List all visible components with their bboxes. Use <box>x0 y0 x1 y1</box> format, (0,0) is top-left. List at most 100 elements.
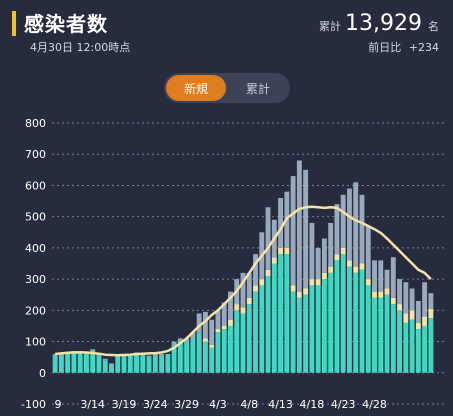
total-unit: 名 <box>428 20 439 33</box>
bar-segment-teal <box>303 294 309 373</box>
bar-segment-teal <box>96 355 102 373</box>
bar-segment-gray <box>253 254 258 286</box>
bar-segment-gray <box>365 226 371 280</box>
bar-segment-gray <box>184 338 190 342</box>
bar-segment-yellow <box>359 263 365 270</box>
tab-new-cases[interactable]: 新規 <box>166 75 226 101</box>
x-tick-label: 4/23 <box>331 398 356 411</box>
bar-segment-teal <box>253 291 258 373</box>
bar-segment-teal <box>309 285 315 373</box>
bar-segment-yellow <box>422 316 428 326</box>
tab-cumulative[interactable]: 累計 <box>245 81 270 96</box>
bar-segment-gray <box>240 272 246 308</box>
bar-segment-yellow <box>259 279 265 286</box>
x-tick-label: 4/3 <box>209 398 227 411</box>
cases-chart: -100 0 100 200 300 400 500 600 700 800 9 3/14 3/19 3/… <box>21 117 446 411</box>
bar-segment-teal <box>290 291 296 373</box>
bar-segment-gray <box>52 354 58 356</box>
x-tick-label: 4/8 <box>240 398 258 411</box>
bar-segment-yellow <box>409 310 415 320</box>
bar-segment-yellow <box>303 288 309 295</box>
bar-segment-gray <box>315 247 321 280</box>
bar-segment-gray <box>121 355 127 358</box>
bar-segment-teal <box>127 355 133 373</box>
bar-segment-gray <box>378 260 384 292</box>
bar-segment-yellow <box>265 269 271 276</box>
bar-segment-teal <box>259 285 265 373</box>
bar-segment-teal <box>165 354 171 373</box>
bar-segment-gray <box>228 291 233 320</box>
page-title: 感染者数 <box>24 12 108 36</box>
bar-segment-yellow <box>372 291 377 298</box>
bar-segment-yellow <box>328 266 334 273</box>
bar-segment-yellow <box>246 297 252 305</box>
bar-segment-gray <box>290 176 296 286</box>
x-tick-label: 3/19 <box>112 398 137 411</box>
bar-segment-gray <box>397 279 402 305</box>
bar-segment-teal <box>428 318 434 373</box>
y-tick-label: 100 <box>25 336 46 349</box>
y-tick-label: 800 <box>25 117 46 130</box>
bar-segment-gray <box>221 302 227 326</box>
bar-segment-teal <box>159 355 165 373</box>
bar-segment-yellow <box>290 285 296 292</box>
x-tick-label: 4/28 <box>362 398 387 411</box>
bar-segment-teal <box>146 357 152 373</box>
x-tick-label: 4/18 <box>300 398 325 411</box>
bar-segment-teal <box>422 325 428 373</box>
bar-segment-teal <box>58 355 64 373</box>
x-tick-label: 9 <box>55 398 62 411</box>
bar-segment-gray <box>384 269 390 289</box>
bar-segment-teal <box>115 355 121 373</box>
bar-segment-gray <box>340 194 346 248</box>
bar-segment-teal <box>184 341 190 373</box>
y-tick-label: 0 <box>39 367 46 380</box>
bar-segment-gray <box>296 160 302 292</box>
bar-segment-teal <box>265 275 271 373</box>
bar-segment-teal <box>140 355 146 373</box>
bar-segment-teal <box>390 304 396 373</box>
bar-segment-gray <box>334 204 340 255</box>
bar-segment-yellow <box>209 344 215 348</box>
bar-segment-yellow <box>390 297 396 305</box>
bar-segment-yellow <box>215 329 221 333</box>
bar-segment-teal <box>234 310 240 373</box>
bar-segment-yellow <box>340 247 346 255</box>
bar-segment-gray <box>415 300 421 323</box>
y-tick-label: 700 <box>25 148 46 161</box>
y-tick-label: 400 <box>25 242 46 255</box>
day-over-day: 前日比 +234 <box>364 39 439 55</box>
y-tick-label: 300 <box>25 273 46 286</box>
bar-segment-yellow <box>378 291 384 298</box>
bar-segment-teal <box>384 294 390 373</box>
cumulative-total: 累計 13,929 名 <box>319 11 439 36</box>
x-tick-label: 4/13 <box>268 398 293 411</box>
bar-segment-teal <box>378 297 384 373</box>
total-value: 13,929 <box>345 11 422 36</box>
bar-segment-teal <box>321 279 327 373</box>
bar-segment-gray <box>303 169 309 289</box>
view-toggle: 新規 累計 <box>164 73 290 103</box>
bar-segment-teal <box>152 355 158 373</box>
bar-segment-gray <box>328 222 334 267</box>
bar-segment-teal <box>171 344 177 373</box>
y-tick-label: 200 <box>25 304 46 317</box>
bar-segment-yellow <box>253 285 258 292</box>
bar-segment-teal <box>315 285 321 373</box>
bar-segment-yellow <box>428 308 434 319</box>
bar-segment-gray <box>171 341 177 345</box>
bar-segment-teal <box>372 297 377 373</box>
bar-segment-gray <box>58 354 64 356</box>
bar-segment-gray <box>321 238 327 273</box>
bar-segment-gray <box>347 188 352 261</box>
bar-segment-yellow <box>309 279 315 286</box>
total-label: 累計 <box>319 20 342 33</box>
bar-segment-gray <box>372 260 377 292</box>
bar-segment-yellow <box>221 325 227 330</box>
bar-segment-teal <box>65 354 71 373</box>
bar-segment-gray <box>390 257 396 298</box>
bar-segment-teal <box>409 319 415 373</box>
bar-segment-teal <box>246 304 252 373</box>
bar-segment-teal <box>365 285 371 373</box>
bar-segment-yellow <box>397 304 402 311</box>
